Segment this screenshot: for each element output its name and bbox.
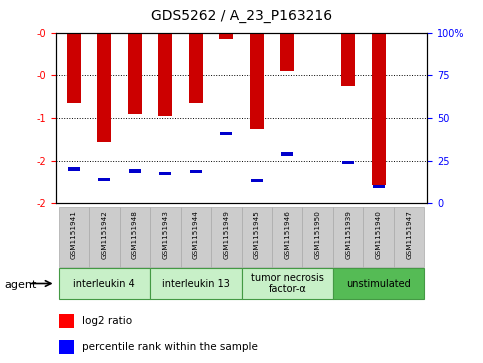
Text: GSM1151942: GSM1151942: [101, 210, 107, 259]
Bar: [333, 268, 425, 299]
Text: GSM1151947: GSM1151947: [406, 210, 412, 259]
Text: GSM1151950: GSM1151950: [315, 210, 321, 259]
Bar: [281, 152, 293, 155]
Text: agent: agent: [5, 280, 37, 290]
Bar: [333, 207, 363, 267]
Bar: [128, 33, 142, 114]
Bar: [220, 132, 232, 135]
Text: GSM1151940: GSM1151940: [376, 210, 382, 259]
Bar: [242, 268, 333, 299]
Bar: [280, 33, 294, 71]
Bar: [58, 207, 89, 267]
Bar: [394, 207, 425, 267]
Bar: [272, 207, 302, 267]
Bar: [250, 33, 264, 129]
Bar: [150, 207, 181, 267]
Text: GSM1151945: GSM1151945: [254, 210, 260, 259]
Text: GSM1151941: GSM1151941: [71, 210, 77, 259]
Bar: [190, 170, 202, 174]
Text: interleukin 4: interleukin 4: [73, 278, 135, 289]
Bar: [181, 207, 211, 267]
Bar: [363, 207, 394, 267]
Bar: [219, 33, 233, 38]
Bar: [67, 33, 81, 103]
Bar: [58, 268, 150, 299]
Bar: [372, 184, 385, 188]
Bar: [251, 179, 263, 182]
Text: percentile rank within the sample: percentile rank within the sample: [82, 342, 257, 352]
Bar: [59, 340, 74, 354]
Bar: [150, 268, 242, 299]
Text: interleukin 13: interleukin 13: [162, 278, 230, 289]
Bar: [242, 207, 272, 267]
Bar: [211, 207, 242, 267]
Bar: [341, 33, 355, 86]
Bar: [158, 33, 172, 116]
Bar: [302, 207, 333, 267]
Text: GSM1151946: GSM1151946: [284, 210, 290, 259]
Bar: [59, 314, 74, 328]
Text: log2 ratio: log2 ratio: [82, 316, 132, 326]
Text: tumor necrosis
factor-α: tumor necrosis factor-α: [251, 273, 324, 294]
Text: GSM1151943: GSM1151943: [162, 210, 168, 259]
Bar: [128, 169, 141, 172]
Bar: [189, 33, 203, 103]
Bar: [342, 160, 355, 164]
Text: GSM1151944: GSM1151944: [193, 210, 199, 259]
Text: GDS5262 / A_23_P163216: GDS5262 / A_23_P163216: [151, 9, 332, 23]
Bar: [98, 178, 111, 181]
Bar: [120, 207, 150, 267]
Text: GSM1151948: GSM1151948: [132, 210, 138, 259]
Text: GSM1151939: GSM1151939: [345, 210, 351, 259]
Text: GSM1151949: GSM1151949: [223, 210, 229, 259]
Bar: [98, 33, 111, 142]
Text: unstimulated: unstimulated: [346, 278, 411, 289]
Bar: [68, 167, 80, 171]
Bar: [372, 33, 385, 184]
Bar: [89, 207, 120, 267]
Bar: [159, 172, 171, 175]
